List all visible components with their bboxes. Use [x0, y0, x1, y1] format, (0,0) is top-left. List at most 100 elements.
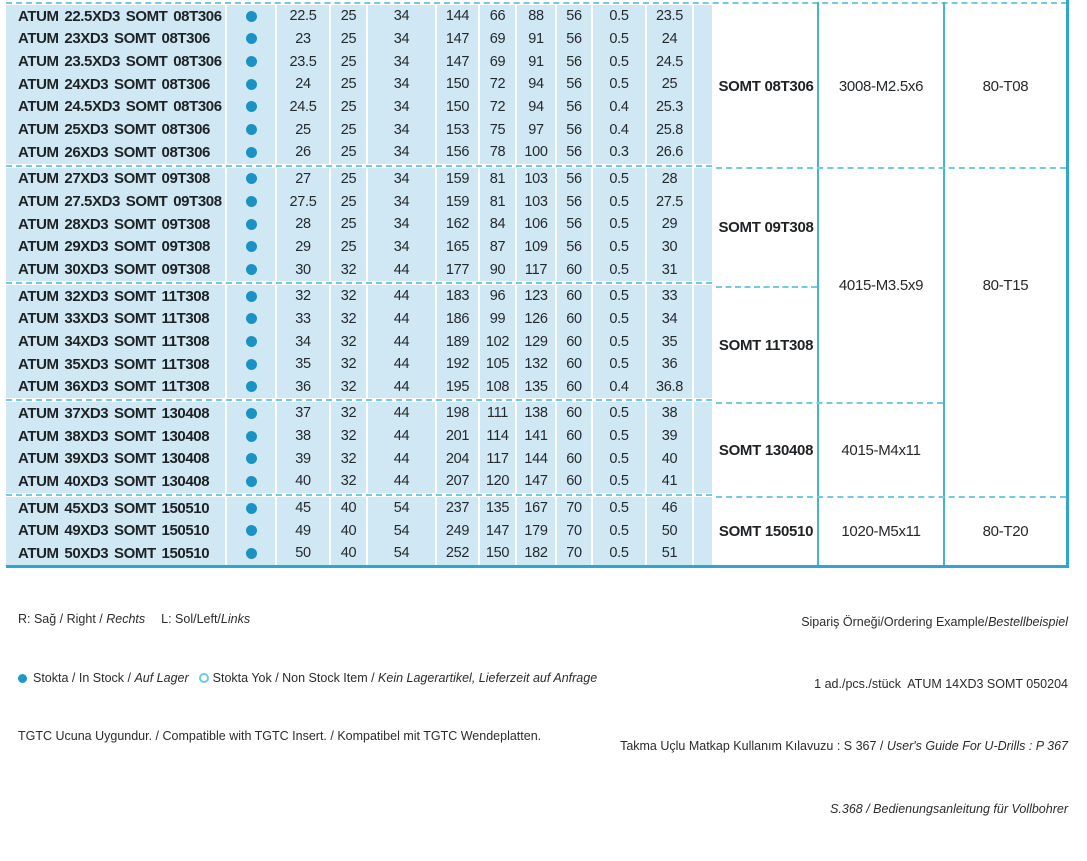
product-name: ATUM 22.5XD3 SOMT 08T306	[6, 5, 227, 28]
stock-cell	[227, 258, 277, 281]
product-name: ATUM 36XD3 SOMT 11T308	[6, 375, 227, 399]
table-row: ATUM 28XD3 SOMT 09T308 28 25 34 162 84 106 56 0.…	[6, 212, 712, 236]
in-stock-dot-icon	[245, 101, 257, 113]
panel-group-divider	[716, 402, 943, 404]
value-cell: 38	[277, 424, 331, 448]
value-cell: 69	[480, 50, 517, 73]
value-cell: 141	[517, 424, 557, 448]
footer-left: R: Sağ / Right / Rechts L: Sol/Left/Links…	[18, 571, 597, 786]
product-name: ATUM 23XD3 SOMT 08T306	[6, 27, 227, 51]
insert-code: SOMT 09T308	[718, 219, 814, 236]
value-cell: 44	[368, 284, 437, 308]
value-cell: 25	[331, 95, 368, 119]
value-cell: 54	[368, 496, 437, 520]
table-row: ATUM 24.5XD3 SOMT 08T306 24.5 25 34 150 72 94 5…	[6, 95, 712, 119]
value-cell: 56	[557, 190, 593, 213]
value-cell: 0.5	[593, 470, 647, 493]
value-cell: 56	[557, 95, 593, 119]
stock-legend: Stokta / In Stock / Auf Lager Stokta Yok …	[18, 669, 597, 689]
value-cell: 252	[437, 542, 480, 565]
product-name: ATUM 35XD3 SOMT 11T308	[6, 352, 227, 376]
in-stock-dot-icon	[245, 547, 257, 559]
value-cell: 30	[647, 235, 694, 259]
value-cell: 32	[331, 375, 368, 399]
table-row: ATUM 24XD3 SOMT 08T306 24 25 34 150 72 94 56 0.5…	[6, 72, 712, 96]
product-name: ATUM 50XD3 SOMT 150510	[6, 542, 227, 565]
table-row: ATUM 39XD3 SOMT 130408 39 32 44 204 117 144 60 0…	[6, 447, 712, 471]
stock-cell	[227, 212, 277, 236]
value-cell: 0.5	[593, 424, 647, 448]
empty-cell	[694, 28, 712, 51]
stock-cell	[227, 190, 277, 213]
value-cell: 56	[557, 50, 593, 73]
empty-cell	[694, 168, 712, 191]
value-cell: 56	[557, 5, 593, 28]
value-cell: 144	[437, 5, 480, 28]
value-cell: 111	[480, 402, 517, 425]
table-row: ATUM 23XD3 SOMT 08T306 23 25 34 147 69 91 56 0.5…	[6, 27, 712, 51]
empty-cell	[694, 376, 712, 399]
product-name: ATUM 33XD3 SOMT 11T308	[6, 307, 227, 331]
legend-text: Auf Lager	[134, 670, 189, 685]
value-cell: 56	[557, 235, 593, 259]
value-cell: 49	[277, 519, 331, 543]
value-cell: 32	[331, 424, 368, 448]
value-cell: 41	[647, 470, 694, 493]
value-cell: 22.5	[277, 5, 331, 28]
value-cell: 60	[557, 470, 593, 493]
group-divider	[6, 163, 712, 168]
value-cell: 32	[331, 284, 368, 308]
value-cell: 132	[517, 352, 557, 376]
value-cell: 32	[331, 352, 368, 376]
in-stock-dot-icon	[245, 336, 257, 348]
value-cell: 126	[517, 307, 557, 331]
stock-cell	[227, 50, 277, 73]
value-cell: 27.5	[277, 190, 331, 213]
value-cell: 0.5	[593, 258, 647, 281]
value-cell: 26	[277, 140, 331, 164]
value-cell: 159	[437, 167, 480, 191]
value-cell: 56	[557, 140, 593, 164]
in-stock-dot-icon	[245, 381, 257, 393]
empty-cell	[694, 447, 712, 470]
value-cell: 44	[368, 424, 437, 448]
value-cell: 182	[517, 542, 557, 565]
product-name: ATUM 23.5XD3 SOMT 08T306	[6, 50, 227, 73]
value-cell: 34	[368, 27, 437, 51]
value-cell: 31	[647, 258, 694, 281]
value-cell: 147	[480, 519, 517, 543]
table-row: ATUM 32XD3 SOMT 11T308 32 32 44 183 96 123 60 0.…	[6, 284, 712, 308]
value-cell: 84	[480, 212, 517, 236]
hand-direction-legend: R: Sağ / Right / Rechts L: Sol/Left/Links	[18, 610, 597, 630]
value-cell: 100	[517, 140, 557, 164]
value-cell: 60	[557, 258, 593, 281]
value-cell: 159	[437, 190, 480, 213]
value-cell: 99	[480, 307, 517, 331]
insert-code: SOMT 11T308	[718, 336, 814, 354]
insert-code: SOMT 130408	[718, 441, 814, 459]
value-cell: 28	[647, 167, 694, 191]
stock-cell	[227, 167, 277, 191]
value-cell: 25.3	[647, 95, 694, 119]
empty-cell	[694, 497, 712, 520]
value-cell: 29	[277, 235, 331, 259]
empty-cell	[694, 236, 712, 259]
value-cell: 204	[437, 447, 480, 471]
tgtc-compatibility-note: TGTC Ucuna Uygundur. / Compatible with T…	[18, 729, 542, 743]
in-stock-dot-icon	[245, 196, 257, 208]
value-cell: 34	[647, 307, 694, 331]
value-cell: 44	[368, 258, 437, 281]
product-name: ATUM 32XD3 SOMT 11T308	[6, 284, 227, 308]
stock-cell	[227, 542, 277, 565]
value-cell: 0.5	[593, 72, 647, 96]
value-cell: 60	[557, 375, 593, 399]
value-cell: 24	[647, 27, 694, 51]
catalog-page: ATUM 22.5XD3 SOMT 08T306 22.5 25 34 144 66 88 5…	[6, 0, 1069, 816]
stock-cell	[227, 118, 277, 141]
product-name: ATUM 45XD3 SOMT 150510	[6, 496, 227, 520]
value-cell: 0.5	[593, 235, 647, 259]
legend-text: Takma Uçlu Matkap Kullanım Kılavuzu : S …	[620, 739, 887, 754]
in-stock-dot-icon	[245, 407, 257, 419]
product-name: ATUM 37XD3 SOMT 130408	[6, 402, 227, 425]
in-stock-dot-icon	[245, 146, 257, 158]
